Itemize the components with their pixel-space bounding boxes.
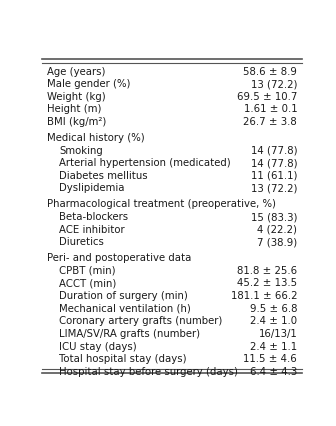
Text: CPBT (min): CPBT (min) [59,266,116,276]
Text: Diuretics: Diuretics [59,237,104,247]
Text: Medical history (%): Medical history (%) [47,133,145,143]
Text: 13 (72.2): 13 (72.2) [251,79,297,89]
Text: LIMA/SV/RA grafts (number): LIMA/SV/RA grafts (number) [59,329,200,339]
Text: Hospital stay before surgery (days): Hospital stay before surgery (days) [59,367,238,377]
Text: BMI (kg/m²): BMI (kg/m²) [47,117,107,127]
Text: Smoking: Smoking [59,146,103,155]
Text: 9.5 ± 6.8: 9.5 ± 6.8 [250,304,297,314]
Text: 81.8 ± 25.6: 81.8 ± 25.6 [237,266,297,276]
Text: 69.5 ± 10.7: 69.5 ± 10.7 [237,92,297,102]
Text: 11.5 ± 4.6: 11.5 ± 4.6 [244,354,297,364]
Text: Peri- and postoperative data: Peri- and postoperative data [47,253,192,263]
Text: Dyslipidemia: Dyslipidemia [59,184,124,193]
Text: 14 (77.8): 14 (77.8) [251,158,297,168]
Text: Mechanical ventilation (h): Mechanical ventilation (h) [59,304,191,314]
Text: Total hospital stay (days): Total hospital stay (days) [59,354,186,364]
Text: Age (years): Age (years) [47,66,106,77]
Text: ACE inhibitor: ACE inhibitor [59,225,125,235]
Text: 15 (83.3): 15 (83.3) [251,212,297,222]
Text: Pharmacological treatment (preoperative, %): Pharmacological treatment (preoperative,… [47,199,276,210]
Text: 11 (61.1): 11 (61.1) [251,171,297,181]
Text: Beta-blockers: Beta-blockers [59,212,128,222]
Text: 2.4 ± 1.1: 2.4 ± 1.1 [250,342,297,351]
Text: Coronary artery grafts (number): Coronary artery grafts (number) [59,317,222,326]
Text: 26.7 ± 3.8: 26.7 ± 3.8 [244,117,297,127]
Text: 16/13/1: 16/13/1 [258,329,297,339]
Text: Male gender (%): Male gender (%) [47,79,131,89]
Text: Arterial hypertension (medicated): Arterial hypertension (medicated) [59,158,231,168]
Text: ACCT (min): ACCT (min) [59,279,116,288]
Text: Duration of surgery (min): Duration of surgery (min) [59,291,188,301]
Text: Weight (kg): Weight (kg) [47,92,106,102]
Text: 14 (77.8): 14 (77.8) [251,146,297,155]
Text: 181.1 ± 66.2: 181.1 ± 66.2 [231,291,297,301]
Text: 1.61 ± 0.1: 1.61 ± 0.1 [244,104,297,115]
Text: 2.4 ± 1.0: 2.4 ± 1.0 [250,317,297,326]
Text: 13 (72.2): 13 (72.2) [251,184,297,193]
Text: 7 (38.9): 7 (38.9) [257,237,297,247]
Text: 58.6 ± 8.9: 58.6 ± 8.9 [243,66,297,77]
Text: 45.2 ± 13.5: 45.2 ± 13.5 [237,279,297,288]
Text: Diabetes mellitus: Diabetes mellitus [59,171,148,181]
Text: 6.4 ± 4.3: 6.4 ± 4.3 [250,367,297,377]
Text: 4 (22.2): 4 (22.2) [257,225,297,235]
Text: ICU stay (days): ICU stay (days) [59,342,137,351]
Text: Height (m): Height (m) [47,104,102,115]
